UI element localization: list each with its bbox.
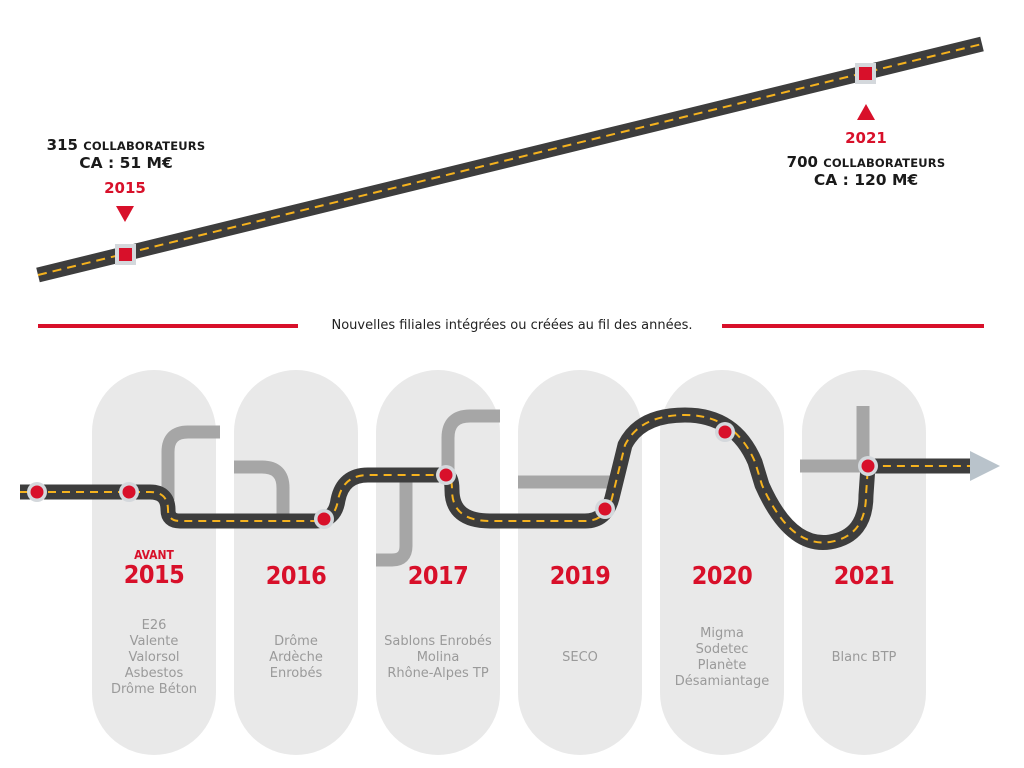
start-milestone-marker <box>119 248 132 261</box>
start-employees: 315 COLLABORATEURS <box>34 136 218 154</box>
column-6-year: 2021 <box>833 561 895 590</box>
start-year: 2015 <box>104 179 146 197</box>
column-4-heading: 2019 <box>518 561 642 590</box>
end-year: 2021 <box>845 129 887 147</box>
list-item: Sodetec <box>695 642 749 657</box>
start-employees-label: COLLABORATEURS <box>83 139 206 153</box>
milestone-dot-1 <box>30 485 44 499</box>
end-employees: 700 COLLABORATEURS <box>770 153 962 171</box>
start-pointer-triangle <box>116 206 134 222</box>
column-pill-3 <box>376 370 500 755</box>
list-item: Valente <box>129 634 179 649</box>
list-item: Sablons Enrobés <box>384 634 492 649</box>
column-3-year: 2017 <box>407 561 469 590</box>
column-pill-1 <box>92 370 216 755</box>
column-backgrounds <box>92 370 926 755</box>
history-milestones <box>27 422 878 529</box>
end-milestone-marker <box>859 67 872 80</box>
section-caption: Nouvelles filiales intégrées ou créées a… <box>331 318 693 333</box>
end-employees-number: 700 <box>786 153 818 171</box>
column-2-year: 2016 <box>265 561 327 590</box>
growth-road-marking <box>37 43 983 276</box>
column-1-year: 2015 <box>123 560 185 589</box>
list-item: E26 <box>141 618 167 633</box>
column-pill-4 <box>518 370 642 755</box>
list-item: Enrobés <box>269 666 323 681</box>
side-roads <box>161 406 870 567</box>
road-end-arrow <box>970 451 1000 481</box>
list-item: Drôme Béton <box>110 682 198 697</box>
milestone-dot-5 <box>598 502 612 516</box>
start-stats: 315 COLLABORATEURS CA : 51 M€ <box>34 136 218 173</box>
list-item: Désamiantage <box>674 674 770 689</box>
end-stats: 700 COLLABORATEURS CA : 120 M€ <box>770 153 962 190</box>
column-5-list: Migma Sodetec Planète Désamiantage <box>654 626 790 690</box>
list-item: SECO <box>562 650 598 665</box>
column-1-heading: AVANT 2015 <box>92 548 216 589</box>
list-item: Blanc BTP <box>831 650 897 665</box>
column-2-list: Drôme Ardèche Enrobés <box>234 634 358 682</box>
growth-road <box>36 36 984 283</box>
column-2-heading: 2016 <box>234 561 358 590</box>
column-3-list: Sablons Enrobés Molina Rhône-Alpes TP <box>370 634 506 682</box>
start-employees-number: 315 <box>46 136 78 154</box>
milestone-dot-3 <box>317 512 331 526</box>
list-item: Migma <box>700 626 744 641</box>
column-3-heading: 2017 <box>376 561 500 590</box>
column-5-heading: 2020 <box>660 561 784 590</box>
column-1-prefix: AVANT <box>134 548 174 562</box>
list-item: Asbestos <box>124 666 184 681</box>
list-item: Valorsol <box>128 650 180 665</box>
history-road-marking <box>20 413 970 544</box>
side-road-1 <box>161 425 220 500</box>
list-item: Planète <box>697 658 747 673</box>
end-employees-label: COLLABORATEURS <box>823 156 946 170</box>
history-road <box>20 407 970 551</box>
column-5-year: 2020 <box>691 561 753 590</box>
milestone-dot-4 <box>439 468 453 482</box>
milestone-dot-6 <box>718 425 732 439</box>
side-road-3-lower <box>376 478 413 567</box>
column-6-list: Blanc BTP <box>802 650 926 666</box>
list-item: Molina <box>416 650 460 665</box>
column-1-list: E26 Valente Valorsol Asbestos Drôme Béto… <box>92 618 216 698</box>
side-road-2 <box>234 460 290 520</box>
end-revenue: CA : 120 M€ <box>813 171 919 189</box>
end-pointer-triangle <box>857 104 875 120</box>
column-6-heading: 2021 <box>802 561 926 590</box>
list-item: Drôme <box>274 634 318 649</box>
list-item: Rhône-Alpes TP <box>387 666 489 681</box>
column-4-list: SECO <box>518 650 642 666</box>
column-4-year: 2019 <box>549 561 611 590</box>
milestone-dot-7 <box>861 459 875 473</box>
milestone-dot-2 <box>122 485 136 499</box>
start-revenue: CA : 51 M€ <box>79 154 173 172</box>
side-road-3-upper <box>441 409 500 475</box>
list-item: Ardèche <box>269 650 323 665</box>
